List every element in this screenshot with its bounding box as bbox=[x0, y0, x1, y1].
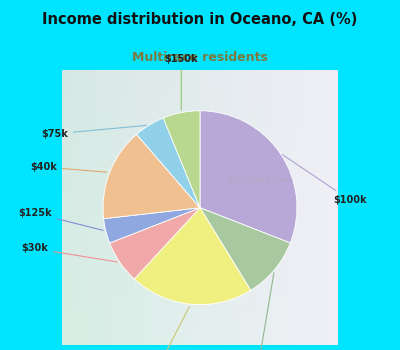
Wedge shape bbox=[200, 111, 297, 243]
Text: $125k: $125k bbox=[18, 208, 103, 230]
Wedge shape bbox=[137, 118, 200, 208]
Text: $75k: $75k bbox=[41, 125, 146, 139]
Wedge shape bbox=[163, 111, 200, 208]
Wedge shape bbox=[110, 208, 200, 279]
Text: $100k: $100k bbox=[282, 155, 367, 205]
Wedge shape bbox=[134, 208, 251, 305]
Text: Income distribution in Oceano, CA (%): Income distribution in Oceano, CA (%) bbox=[42, 12, 358, 27]
Wedge shape bbox=[103, 134, 200, 219]
Text: $40k: $40k bbox=[30, 162, 107, 172]
Text: $30k: $30k bbox=[21, 244, 117, 262]
Text: $20k: $20k bbox=[245, 273, 274, 350]
Text: $200k: $200k bbox=[142, 307, 189, 350]
Text: Multirace residents: Multirace residents bbox=[132, 51, 268, 64]
Text: $150k: $150k bbox=[164, 54, 198, 110]
Text: City-Data.com: City-Data.com bbox=[228, 176, 292, 185]
Wedge shape bbox=[200, 208, 290, 290]
Wedge shape bbox=[104, 208, 200, 243]
